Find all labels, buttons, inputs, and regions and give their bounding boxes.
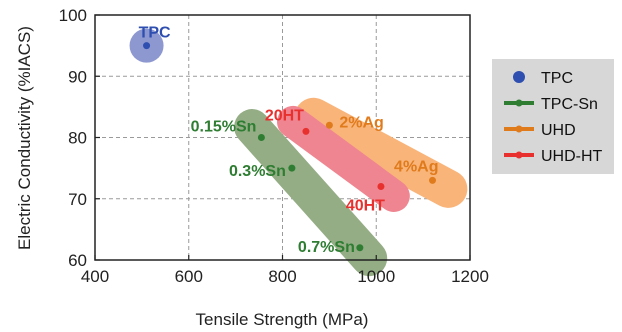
band-uhd <box>294 97 468 208</box>
data-point <box>288 164 296 172</box>
legend: TPC TPC-Sn UHD UHD-HT <box>492 59 614 174</box>
x-axis-label: Tensile Strength (MPa) <box>196 310 369 329</box>
legend-label: TPC <box>541 70 573 87</box>
y-tick-label: 80 <box>68 129 87 148</box>
legend-marker <box>515 125 523 133</box>
legend-marker <box>515 99 523 107</box>
y-tick-label: 60 <box>68 251 87 270</box>
data-point <box>257 134 265 141</box>
x-tick-label: 400 <box>81 267 109 286</box>
band-uhd-ht <box>277 105 410 212</box>
y-tick-label: 90 <box>68 67 87 86</box>
point-label: 0.3%Sn <box>229 163 286 180</box>
annotations: TPC 0.15%Sn 0.3%Sn 0.7%Sn 2%Ag 4%Ag 20HT 40HT <box>139 25 439 256</box>
legend-label: UHD <box>541 122 576 139</box>
data-point <box>377 183 385 190</box>
point-label: 40HT <box>346 198 385 215</box>
y-tick-label: 100 <box>59 6 87 25</box>
data-point <box>429 176 436 184</box>
legend-marker <box>515 151 523 159</box>
data-point <box>143 42 151 50</box>
band-tpc-sn <box>234 109 388 277</box>
point-label: 0.7%Sn <box>298 239 355 256</box>
legend-marker <box>513 71 525 83</box>
x-tick-label: 1000 <box>357 267 395 286</box>
point-label: 20HT <box>265 107 304 124</box>
y-axis-label: Electric Conductivity (%IACS) <box>15 26 34 250</box>
x-tick-label: 1200 <box>451 267 489 286</box>
point-label: 2%Ag <box>339 114 383 131</box>
ticks: 400 600 800 1000 1200 60 70 80 90 100 <box>59 6 489 286</box>
data-point <box>356 244 364 252</box>
y-tick-label: 70 <box>68 190 87 209</box>
legend-label: UHD-HT <box>541 148 603 165</box>
points <box>143 42 436 252</box>
x-tick-label: 600 <box>175 267 203 286</box>
point-label: TPC <box>139 25 171 42</box>
legend-label: TPC-Sn <box>541 96 598 113</box>
data-point <box>325 121 333 129</box>
bands <box>129 28 468 277</box>
point-label: 4%Ag <box>394 158 438 175</box>
x-tick-label: 800 <box>268 267 296 286</box>
point-label: 0.15%Sn <box>191 119 257 136</box>
data-point <box>302 127 310 135</box>
